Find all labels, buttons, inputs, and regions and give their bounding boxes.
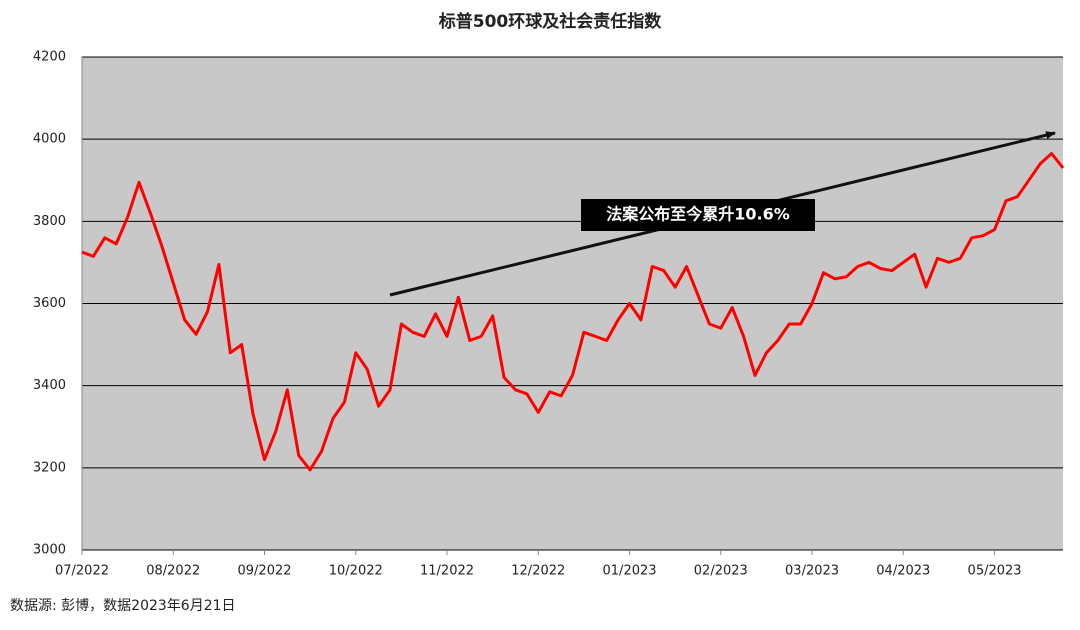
y-tick-label: 4200 [33, 50, 66, 65]
data-line [81, 152, 1065, 472]
x-tick-label: 10/2022 [329, 564, 383, 579]
y-tick-label: 3000 [33, 543, 66, 558]
x-tick-label: 07/2022 [55, 564, 109, 579]
chart-title: 标普500环球及社会责任指数 [439, 11, 662, 32]
y-tick-label: 3800 [33, 214, 66, 229]
annotation-text: 法案公布至今累升10.6% [606, 205, 790, 224]
y-tick-label: 4000 [33, 132, 66, 147]
annotation-box [581, 199, 815, 231]
y-tick-label: 3400 [33, 378, 66, 393]
x-tick-label: 01/2023 [603, 564, 657, 579]
x-tick-label: 02/2023 [694, 564, 748, 579]
y-tick-label: 3600 [33, 296, 66, 311]
x-tick-label: 09/2022 [238, 564, 292, 579]
x-tick-label: 03/2023 [785, 564, 839, 579]
x-tick-label: 12/2022 [511, 564, 565, 579]
source-note: 数据源: 彭博，数据2023年6月21日 [10, 597, 236, 614]
x-tick-label: 11/2022 [420, 564, 474, 579]
x-tick-label: 08/2022 [146, 564, 200, 579]
x-tick-label: 05/2023 [968, 564, 1022, 579]
y-tick-label: 3200 [33, 460, 66, 475]
x-tick-label: 04/2023 [876, 564, 930, 579]
